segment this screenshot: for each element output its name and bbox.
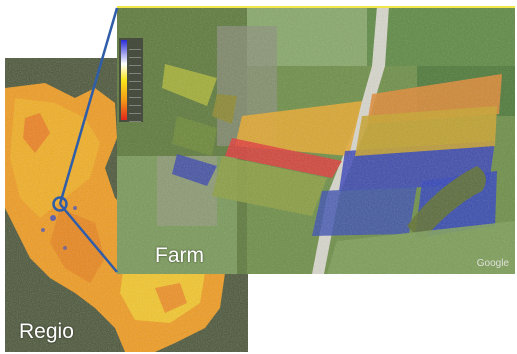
regio-label: Regio [19, 320, 74, 343]
google-attribution: Google [476, 258, 509, 269]
legend-color-bar [121, 40, 127, 120]
farm-map-panel: Farm Google [117, 6, 515, 274]
farm-map-image [117, 6, 515, 274]
farm-label: Farm [155, 244, 204, 267]
color-legend [119, 38, 143, 122]
legend-ticks [129, 42, 141, 122]
